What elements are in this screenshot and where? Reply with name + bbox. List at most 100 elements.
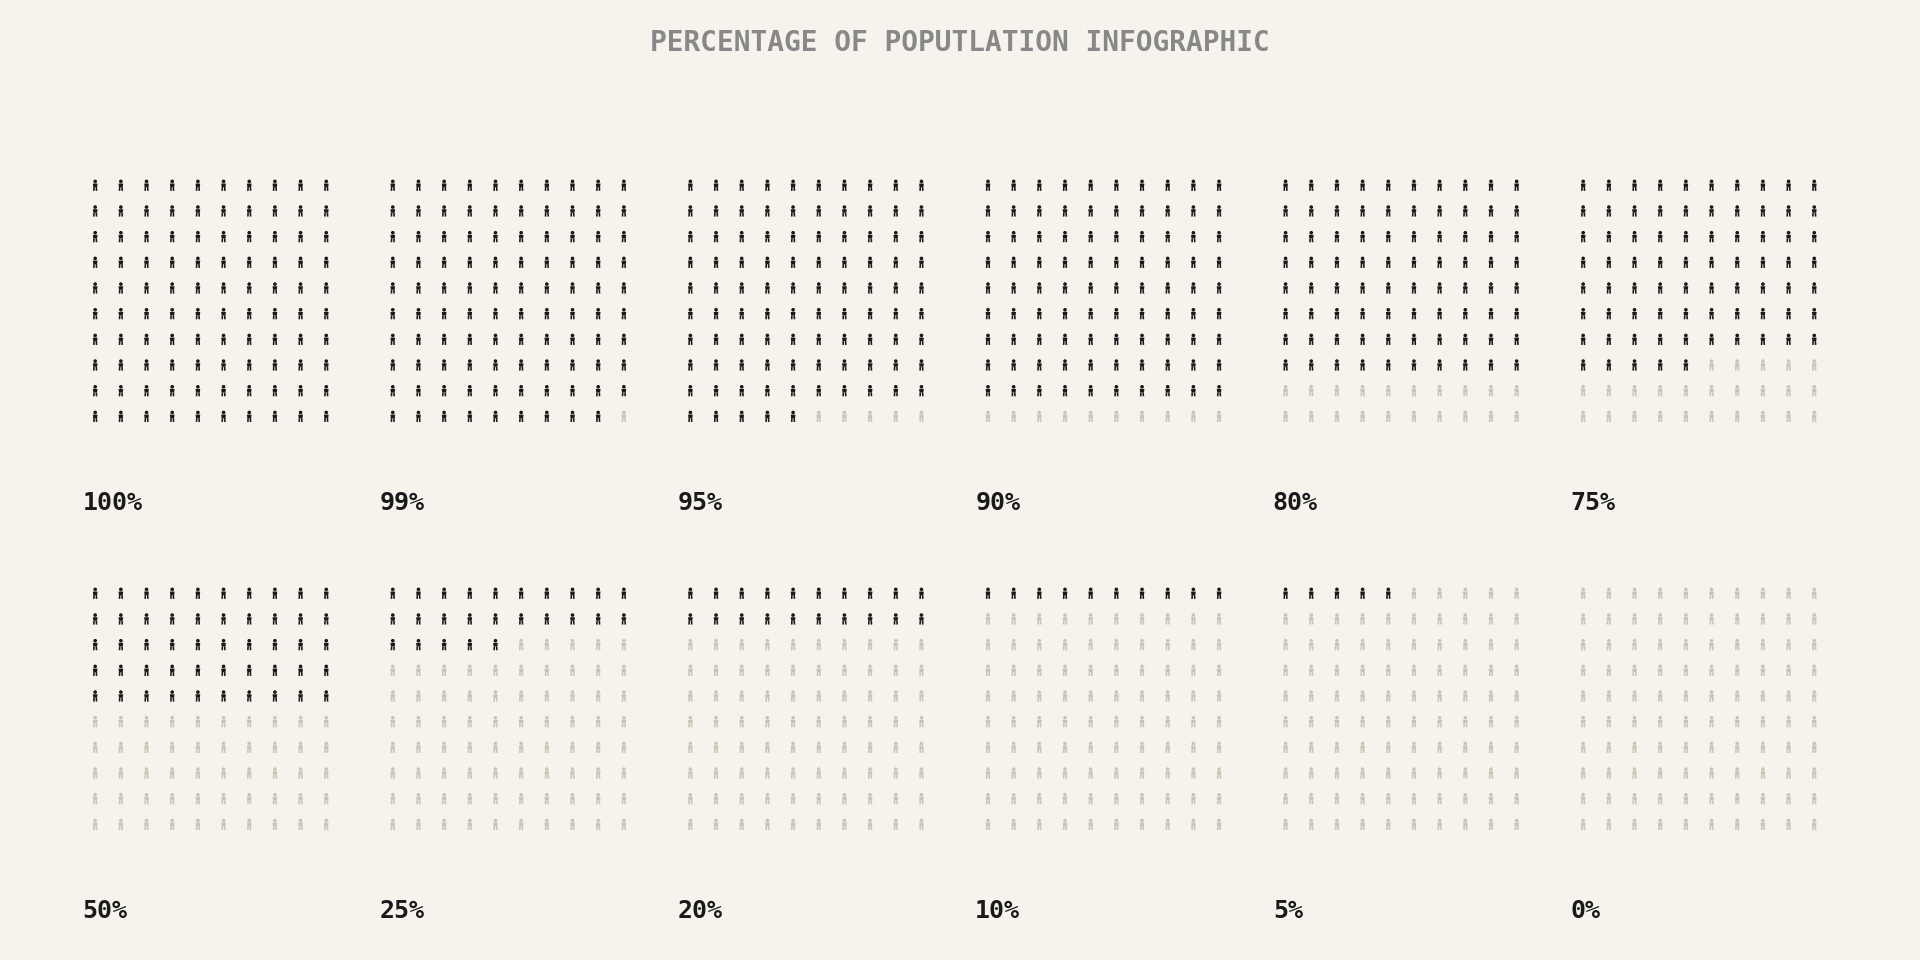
Circle shape bbox=[1812, 282, 1816, 286]
Circle shape bbox=[1736, 690, 1740, 694]
Circle shape bbox=[1361, 308, 1365, 312]
Circle shape bbox=[248, 334, 252, 337]
Polygon shape bbox=[791, 694, 795, 698]
Circle shape bbox=[248, 308, 252, 312]
Polygon shape bbox=[1165, 643, 1169, 646]
Circle shape bbox=[1140, 205, 1144, 209]
Circle shape bbox=[570, 588, 574, 591]
Circle shape bbox=[987, 690, 991, 694]
Polygon shape bbox=[442, 389, 447, 393]
Polygon shape bbox=[273, 643, 276, 646]
Circle shape bbox=[417, 793, 420, 797]
Polygon shape bbox=[1165, 260, 1169, 264]
Circle shape bbox=[714, 690, 718, 694]
Circle shape bbox=[1089, 793, 1092, 797]
Polygon shape bbox=[843, 797, 847, 801]
Circle shape bbox=[1284, 411, 1288, 415]
Circle shape bbox=[1463, 231, 1467, 234]
Circle shape bbox=[1037, 639, 1041, 642]
Polygon shape bbox=[144, 183, 150, 187]
Polygon shape bbox=[1709, 720, 1715, 724]
Polygon shape bbox=[816, 823, 822, 827]
Circle shape bbox=[493, 256, 497, 260]
Polygon shape bbox=[920, 694, 924, 698]
Polygon shape bbox=[1386, 591, 1390, 595]
Circle shape bbox=[1114, 359, 1117, 363]
Polygon shape bbox=[1386, 209, 1390, 213]
Polygon shape bbox=[791, 389, 795, 393]
Circle shape bbox=[1334, 664, 1338, 668]
Circle shape bbox=[1490, 742, 1494, 745]
Polygon shape bbox=[570, 694, 574, 698]
Circle shape bbox=[518, 385, 522, 389]
Circle shape bbox=[766, 256, 770, 260]
Polygon shape bbox=[1217, 694, 1221, 698]
Circle shape bbox=[1309, 690, 1313, 694]
Polygon shape bbox=[622, 720, 626, 724]
Circle shape bbox=[1165, 359, 1169, 363]
Polygon shape bbox=[1190, 286, 1196, 290]
Polygon shape bbox=[920, 797, 924, 801]
Circle shape bbox=[1037, 180, 1041, 183]
Circle shape bbox=[1515, 256, 1519, 260]
Polygon shape bbox=[1761, 415, 1764, 419]
Circle shape bbox=[868, 359, 872, 363]
Circle shape bbox=[1037, 334, 1041, 337]
Polygon shape bbox=[1190, 668, 1196, 672]
Circle shape bbox=[442, 588, 445, 591]
Polygon shape bbox=[1140, 746, 1144, 749]
Circle shape bbox=[689, 793, 693, 797]
Polygon shape bbox=[1062, 209, 1068, 213]
Polygon shape bbox=[324, 617, 328, 621]
Polygon shape bbox=[1089, 823, 1092, 827]
Polygon shape bbox=[1488, 286, 1494, 290]
Circle shape bbox=[895, 742, 899, 745]
Polygon shape bbox=[1037, 415, 1043, 419]
Polygon shape bbox=[1359, 389, 1365, 393]
Circle shape bbox=[714, 639, 718, 642]
Circle shape bbox=[766, 231, 770, 234]
Polygon shape bbox=[1463, 746, 1467, 749]
Circle shape bbox=[1012, 205, 1016, 209]
Polygon shape bbox=[1580, 209, 1586, 213]
Circle shape bbox=[987, 742, 991, 745]
Circle shape bbox=[417, 282, 420, 286]
Circle shape bbox=[816, 767, 820, 771]
Polygon shape bbox=[920, 746, 924, 749]
Polygon shape bbox=[843, 415, 847, 419]
Circle shape bbox=[221, 716, 225, 720]
Polygon shape bbox=[1463, 823, 1467, 827]
Polygon shape bbox=[791, 617, 795, 621]
Circle shape bbox=[1659, 231, 1663, 234]
Polygon shape bbox=[467, 209, 472, 213]
Polygon shape bbox=[1283, 338, 1288, 341]
Circle shape bbox=[987, 588, 991, 591]
Circle shape bbox=[791, 180, 795, 183]
Circle shape bbox=[1812, 231, 1816, 234]
Circle shape bbox=[1064, 819, 1068, 823]
Circle shape bbox=[622, 716, 626, 720]
Circle shape bbox=[1411, 282, 1415, 286]
Circle shape bbox=[622, 639, 626, 642]
Polygon shape bbox=[1488, 694, 1494, 698]
Circle shape bbox=[144, 742, 148, 745]
Polygon shape bbox=[467, 823, 472, 827]
Circle shape bbox=[1411, 359, 1415, 363]
Circle shape bbox=[1490, 334, 1494, 337]
Polygon shape bbox=[324, 338, 328, 341]
Circle shape bbox=[1632, 205, 1636, 209]
Circle shape bbox=[1515, 639, 1519, 642]
Polygon shape bbox=[1334, 260, 1340, 264]
Polygon shape bbox=[1580, 694, 1586, 698]
Circle shape bbox=[1438, 308, 1442, 312]
Circle shape bbox=[816, 256, 820, 260]
Polygon shape bbox=[1089, 617, 1092, 621]
Polygon shape bbox=[493, 617, 497, 621]
Polygon shape bbox=[893, 771, 899, 775]
Circle shape bbox=[1607, 256, 1611, 260]
Circle shape bbox=[468, 359, 472, 363]
Circle shape bbox=[1582, 690, 1586, 694]
Circle shape bbox=[1761, 742, 1764, 745]
Polygon shape bbox=[739, 389, 745, 393]
Circle shape bbox=[1463, 180, 1467, 183]
